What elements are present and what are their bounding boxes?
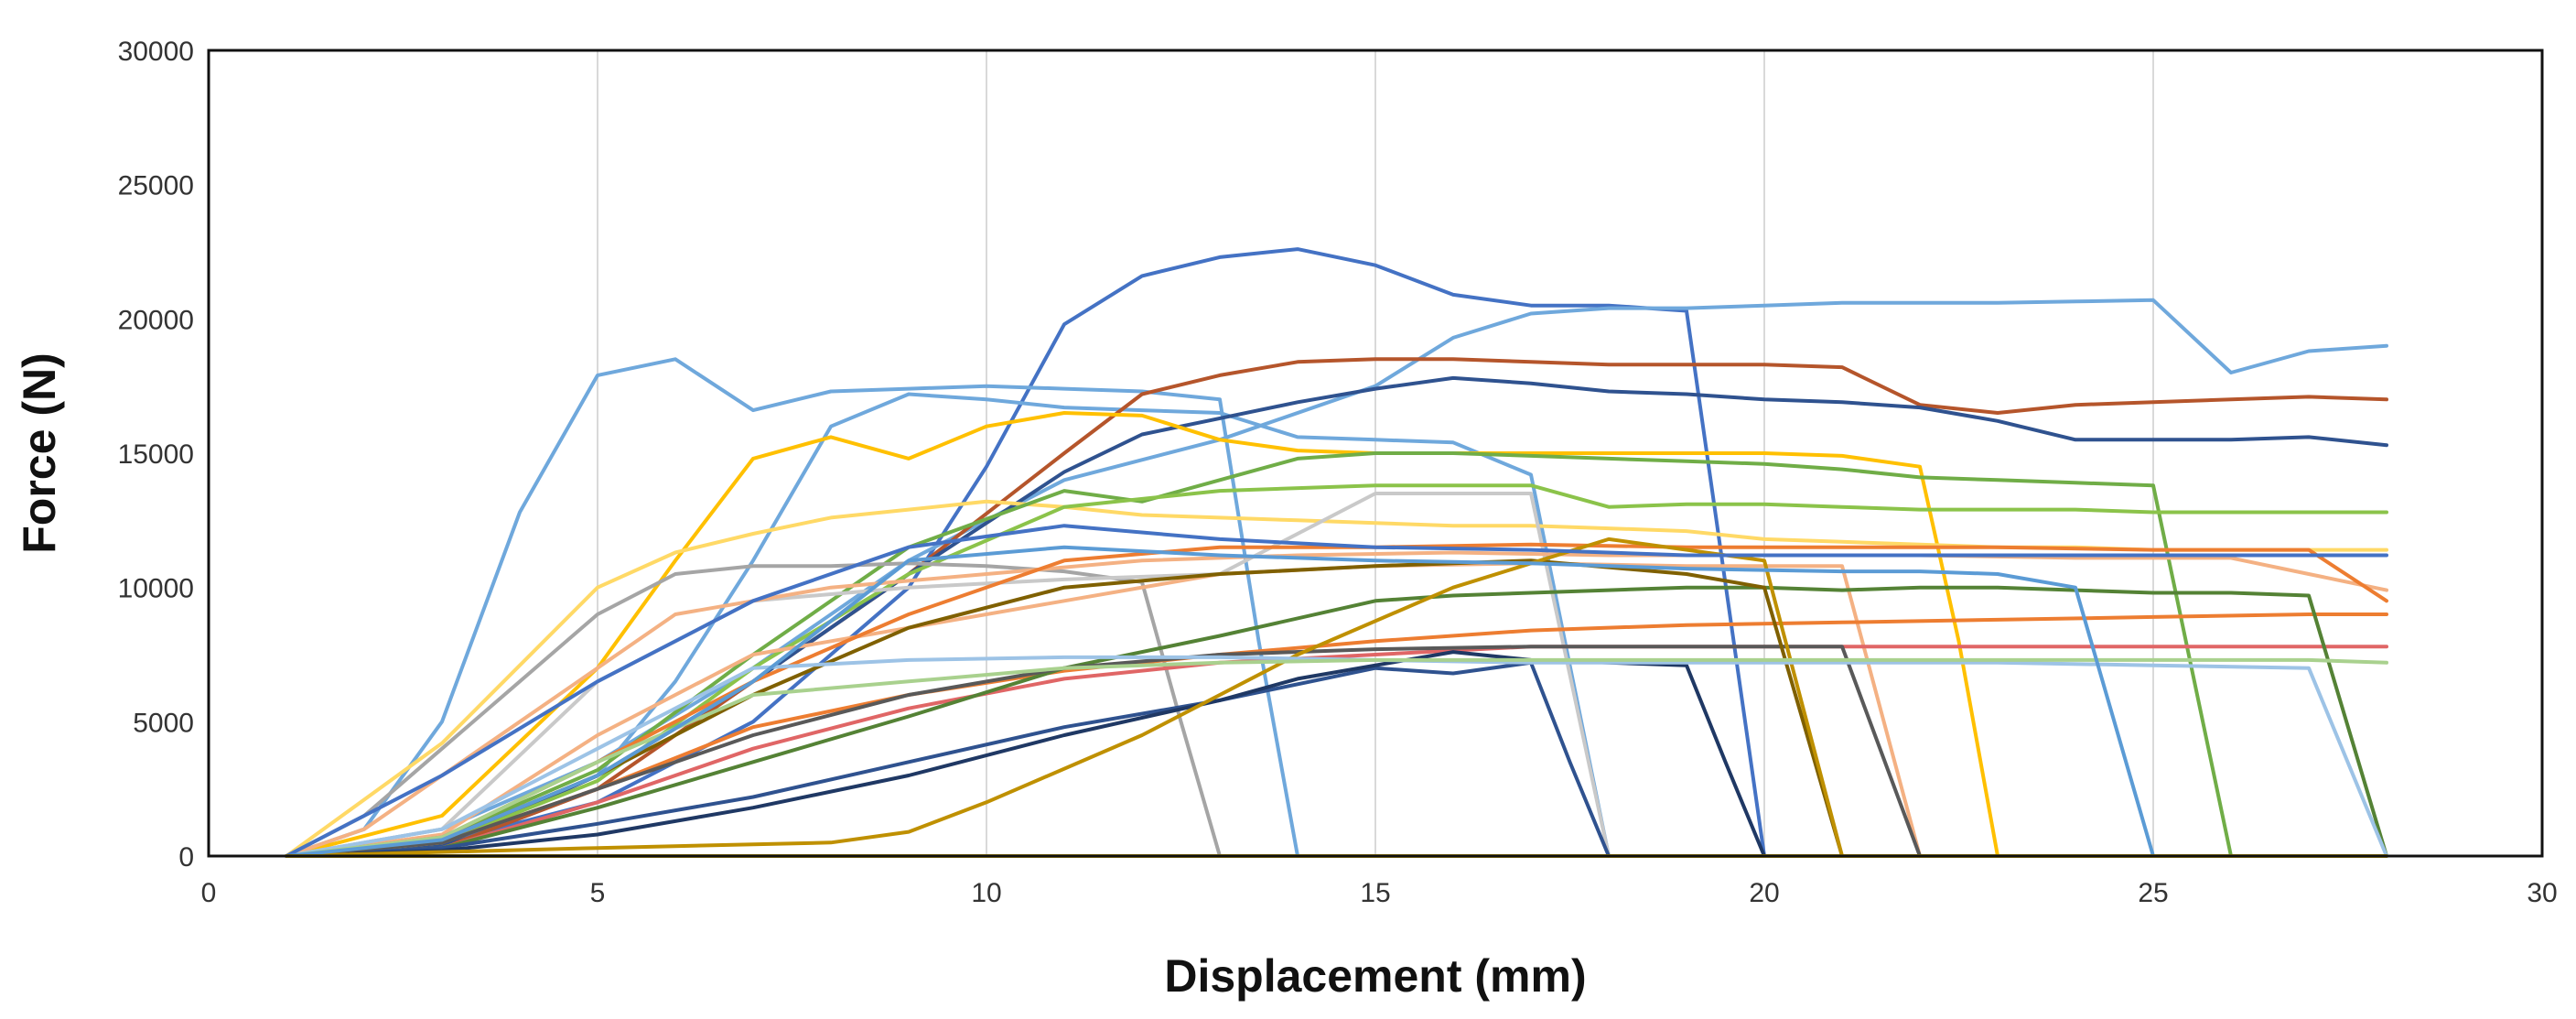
y-tick-label: 0 <box>178 842 194 873</box>
series-line-24 <box>285 655 2388 858</box>
series-line-27 <box>285 545 2155 858</box>
y-tick-label: 25000 <box>118 171 194 201</box>
y-tick-label: 5000 <box>133 708 194 738</box>
x-tick-label: 25 <box>2138 878 2168 908</box>
y-axis-ticks: 0 5000 10000 15000 20000 25000 30000 <box>118 37 194 873</box>
y-tick-label: 10000 <box>118 574 194 604</box>
series-line-10 <box>285 483 2388 858</box>
series-line-2 <box>285 298 2388 858</box>
x-axis-title: Displacement (mm) <box>1164 950 1586 1002</box>
series-line-23 <box>285 537 1844 858</box>
series-line-26 <box>285 524 2388 858</box>
series-line-16 <box>285 645 2388 858</box>
series-line-21 <box>285 645 1922 858</box>
x-tick-label: 30 <box>2527 878 2557 908</box>
plot-frame <box>207 49 2544 858</box>
series-line-7 <box>285 411 1999 858</box>
series-line-9 <box>285 451 2233 858</box>
y-tick-label: 20000 <box>118 305 194 335</box>
x-tick-label: 20 <box>1749 878 1779 908</box>
y-tick-label: 15000 <box>118 439 194 470</box>
series-line-6 <box>285 375 2388 858</box>
series-line-12 <box>285 492 1611 858</box>
series-line-5 <box>285 357 2388 858</box>
x-tick-label: 0 <box>201 878 217 908</box>
x-tick-label: 15 <box>1360 878 1390 908</box>
series-line-3 <box>285 357 1299 858</box>
series-group <box>285 247 2388 858</box>
x-axis-ticks: 0 5 10 15 20 25 30 <box>201 878 2558 908</box>
series-line-18 <box>285 585 2388 858</box>
series-line-14 <box>285 550 2388 858</box>
series-line-19 <box>285 660 1611 858</box>
x-tick-label: 5 <box>590 878 606 908</box>
series-line-13 <box>285 561 1922 858</box>
x-tick-label: 10 <box>971 878 1001 908</box>
series-line-25 <box>285 657 2388 858</box>
series-line-11 <box>285 561 1222 858</box>
series-line-15 <box>285 612 2388 858</box>
y-axis-title: Force (N) <box>14 352 65 553</box>
y-tick-label: 30000 <box>118 37 194 67</box>
